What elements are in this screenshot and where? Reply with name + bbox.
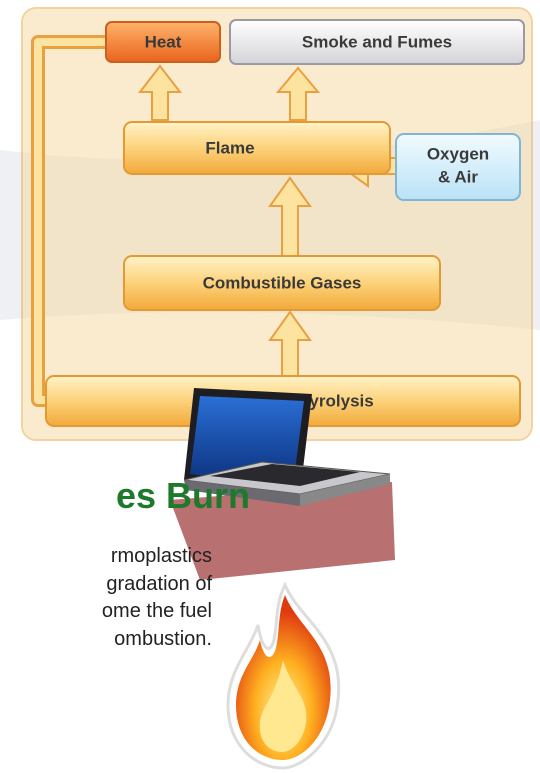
body-line: ome the fuel (102, 600, 212, 622)
fire-core (259, 660, 307, 752)
laptop-keyboard (210, 464, 360, 486)
arrow-flame-smoke (275, 66, 321, 121)
arrows (137, 64, 397, 377)
arrow-pyrolysis-gases (268, 310, 312, 377)
body-line: ombustion. (114, 628, 212, 650)
laptop-shadow (170, 482, 395, 580)
body-line: gradation of (106, 573, 212, 595)
laptop-edge (300, 474, 390, 506)
node-label: Flame (205, 138, 254, 157)
arrow-gases-flame (268, 176, 312, 257)
flame-box (123, 121, 391, 175)
oxygen-box (395, 133, 521, 201)
node-label: Combustible Gases (203, 273, 362, 292)
smoke-box (229, 19, 525, 65)
arrow-flame-heat (137, 64, 183, 121)
heat-box (105, 21, 221, 63)
node-label: & Air (438, 167, 478, 186)
laptop-edge (184, 480, 300, 506)
node-label: Smoke and Fumes (302, 32, 452, 51)
gases-box (123, 255, 441, 311)
fire (226, 581, 341, 770)
node-label: Oxygen (427, 144, 489, 163)
node-label: Heat (145, 32, 182, 51)
body-line: rmoplastics (111, 545, 212, 567)
heading: es Burn (116, 475, 250, 516)
laptop (170, 388, 395, 580)
